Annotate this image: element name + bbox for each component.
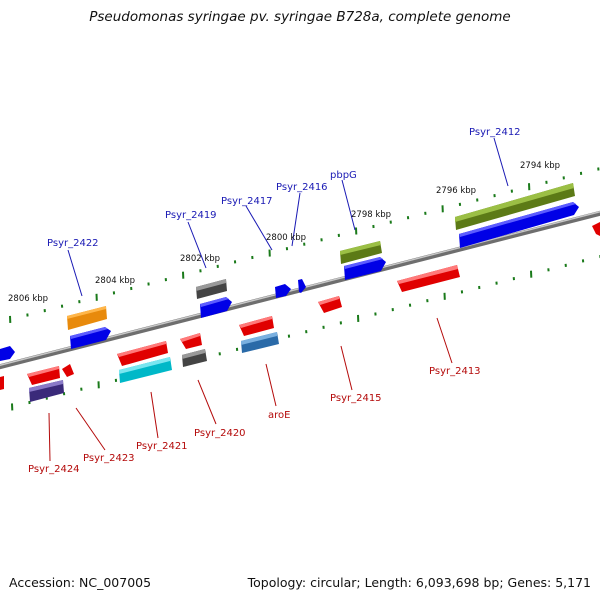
- gene-red-block: [397, 265, 460, 292]
- gene-label-psyr-2413: Psyr_2413: [429, 366, 481, 377]
- accession-text: Accession: NC_007005: [9, 575, 152, 590]
- gene-cyan-block: [119, 357, 172, 383]
- gene-label-psyr-2422: Psyr_2422: [47, 238, 99, 249]
- gene-label-psyr-2423: Psyr_2423: [83, 453, 135, 464]
- gene-label-psyr-2416: Psyr_2416: [276, 182, 328, 193]
- gene-red-small: [180, 333, 202, 349]
- gene-olive-block: [340, 241, 382, 264]
- gene-blue-edge: [0, 346, 15, 361]
- gene-red-block: [117, 341, 168, 366]
- gene-label-psyr-2421: Psyr_2421: [136, 441, 188, 452]
- kbp-label-2804: 2804 kbp: [95, 276, 135, 286]
- kbp-label-2794: 2794 kbp: [520, 161, 560, 171]
- gene-blue-small: [275, 284, 291, 298]
- gene-label-aroe: aroE: [268, 410, 290, 421]
- gene-blue-block: [70, 327, 111, 349]
- gene-label-psyr-2424: Psyr_2424: [28, 464, 80, 475]
- gene-blue-block: [200, 297, 232, 318]
- kbp-label-2798: 2798 kbp: [351, 210, 391, 220]
- upper-tick-track: [9, 167, 600, 323]
- gene-label-psyr-2412: Psyr_2412: [469, 127, 521, 138]
- gene-label-psyr-2420: Psyr_2420: [194, 428, 246, 439]
- gene-red-edge: [0, 376, 4, 390]
- gene-orange-block: [67, 306, 107, 330]
- topology-text: Topology: circular; Length: 6,093,698 bp…: [247, 575, 591, 590]
- reverse-strand-features: [0, 222, 600, 402]
- gene-olive-long: [455, 183, 575, 230]
- kbp-label-2800: 2800 kbp: [266, 233, 306, 243]
- gene-label-psyr-2417: Psyr_2417: [221, 196, 273, 207]
- gene-grey-block: [182, 349, 207, 367]
- gene-red-small: [62, 364, 74, 377]
- page-title: Pseudomonas syringae pv. syringae B728a,…: [89, 9, 511, 25]
- kbp-label-2806: 2806 kbp: [8, 294, 48, 304]
- gene-red-block: [27, 366, 60, 385]
- gene-label-pbpg: pbpG: [330, 170, 357, 181]
- gene-red-block: [239, 316, 274, 336]
- gene-label-psyr-2415: Psyr_2415: [330, 393, 382, 404]
- kbp-label-2796: 2796 kbp: [436, 186, 476, 196]
- gene-grey-block: [196, 279, 227, 299]
- gene-label-psyr-2419: Psyr_2419: [165, 210, 217, 221]
- gene-blue-block: [344, 257, 386, 280]
- gene-red-small: [318, 296, 342, 313]
- gene-blue-long: [459, 202, 579, 248]
- gene-red-edge: [592, 222, 600, 236]
- forward-strand-features: [0, 183, 579, 361]
- kbp-label-2802: 2802 kbp: [180, 254, 220, 264]
- gene-blue-tiny: [298, 279, 306, 293]
- gene-steelblue-block: [241, 332, 279, 353]
- gene-purple-block: [29, 380, 64, 402]
